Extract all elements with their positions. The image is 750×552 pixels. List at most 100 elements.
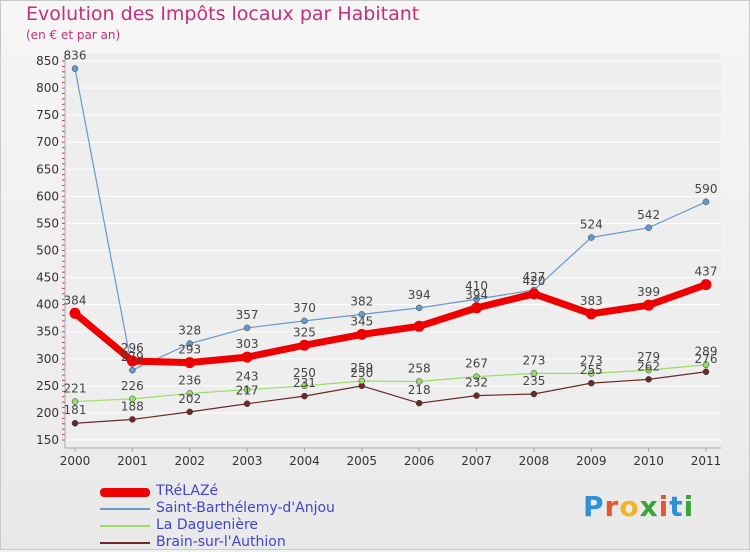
logo-letter: r (604, 490, 620, 523)
data-point (71, 419, 79, 427)
logo-letter: P (583, 490, 605, 523)
data-label: 273 (522, 353, 545, 367)
data-point (645, 224, 652, 232)
data-label: 410 (465, 279, 488, 293)
data-label: 279 (637, 350, 660, 364)
data-label: 188 (121, 399, 144, 413)
logo-letter: i (658, 490, 670, 523)
data-point (186, 390, 193, 397)
y-tick-label: 600 (36, 189, 59, 203)
data-point (473, 373, 480, 380)
data-point (301, 382, 308, 390)
data-label: 181 (64, 403, 87, 417)
data-label: 231 (293, 376, 316, 390)
data-point (298, 339, 310, 351)
data-point (528, 288, 540, 300)
series-line (71, 281, 710, 367)
y-tick-label: 200 (36, 406, 59, 420)
y-tick-label: 700 (36, 135, 59, 149)
data-point (530, 390, 538, 398)
data-label: 221 (64, 382, 87, 396)
data-point (588, 234, 595, 241)
legend-swatch (100, 488, 150, 497)
data-point (243, 386, 251, 393)
y-tick-label: 350 (36, 325, 59, 339)
data-label: 273 (580, 353, 603, 367)
data-point (588, 379, 595, 387)
data-label: 279 (121, 350, 144, 364)
data-point (413, 320, 425, 332)
data-label: 303 (236, 337, 259, 351)
data-point (471, 302, 483, 314)
data-point (473, 392, 480, 399)
data-point (702, 198, 710, 206)
x-tick-label: 2005 (347, 454, 378, 468)
legend-label: La Daguenière (156, 517, 258, 533)
data-label: 524 (580, 218, 603, 232)
data-label: 590 (695, 182, 718, 196)
chart-title: Evolution des Impôts locaux par Habitant (26, 3, 420, 25)
proxiti-logo: Proxiti (583, 490, 694, 523)
data-label: 296 (121, 341, 144, 355)
y-tick-label: 250 (36, 379, 59, 393)
y-tick-label: 300 (36, 352, 59, 366)
data-point (645, 366, 652, 374)
data-point (415, 304, 423, 312)
data-point (356, 328, 368, 340)
logo-letter: x (639, 490, 659, 523)
x-tick-label: 2004 (289, 454, 320, 468)
data-label: 836 (64, 49, 87, 63)
data-point (358, 377, 366, 385)
data-point (301, 392, 308, 400)
data-point (129, 395, 136, 403)
y-tick-label: 450 (36, 271, 59, 285)
data-label: 289 (695, 345, 718, 359)
data-point (588, 370, 595, 377)
data-point (643, 299, 655, 311)
legend-label: Brain-sur-l'Authion (156, 534, 286, 550)
y-tick-label: 550 (36, 216, 59, 230)
data-point (700, 279, 712, 291)
y-tick-label: 850 (36, 54, 59, 68)
data-label: 243 (236, 370, 259, 384)
y-tick-label: 150 (36, 433, 59, 447)
data-label: 250 (293, 366, 316, 380)
legend-swatch (100, 542, 150, 544)
data-point (186, 408, 193, 416)
logo-letter: o (619, 490, 640, 523)
x-tick-label: 2010 (633, 454, 664, 468)
x-tick-label: 2009 (576, 454, 607, 468)
y-tick-label: 650 (36, 162, 59, 176)
series-line (74, 364, 707, 403)
x-tick-label: 2002 (174, 454, 205, 468)
data-label: 370 (293, 301, 316, 315)
legend-label: Saint-Barthélemy-d'Anjou (156, 500, 335, 516)
data-label: 437 (695, 265, 718, 279)
data-label: 293 (178, 343, 201, 357)
data-point (71, 398, 79, 405)
data-label: 420 (522, 274, 545, 288)
logo-letter: i (683, 490, 695, 523)
data-label: 226 (121, 379, 144, 393)
data-label: 258 (408, 362, 431, 376)
data-label: 267 (465, 357, 488, 371)
data-point (243, 400, 251, 407)
legend-swatch (100, 508, 150, 510)
data-point (301, 317, 308, 325)
y-tick-label: 400 (36, 298, 59, 312)
data-point (645, 376, 652, 383)
data-point (69, 307, 81, 319)
data-point (585, 308, 597, 320)
series-line (74, 67, 707, 371)
data-label: 328 (178, 324, 201, 338)
data-label: 202 (178, 392, 201, 406)
y-tick-label: 750 (36, 108, 59, 122)
x-tick-label: 2000 (60, 454, 91, 468)
chart-subtitle: (en € et par an) (26, 28, 121, 42)
data-point (186, 340, 193, 347)
data-label: 218 (408, 383, 431, 397)
data-label: 427 (522, 270, 545, 284)
data-label: 276 (695, 352, 718, 366)
data-point (358, 311, 366, 318)
